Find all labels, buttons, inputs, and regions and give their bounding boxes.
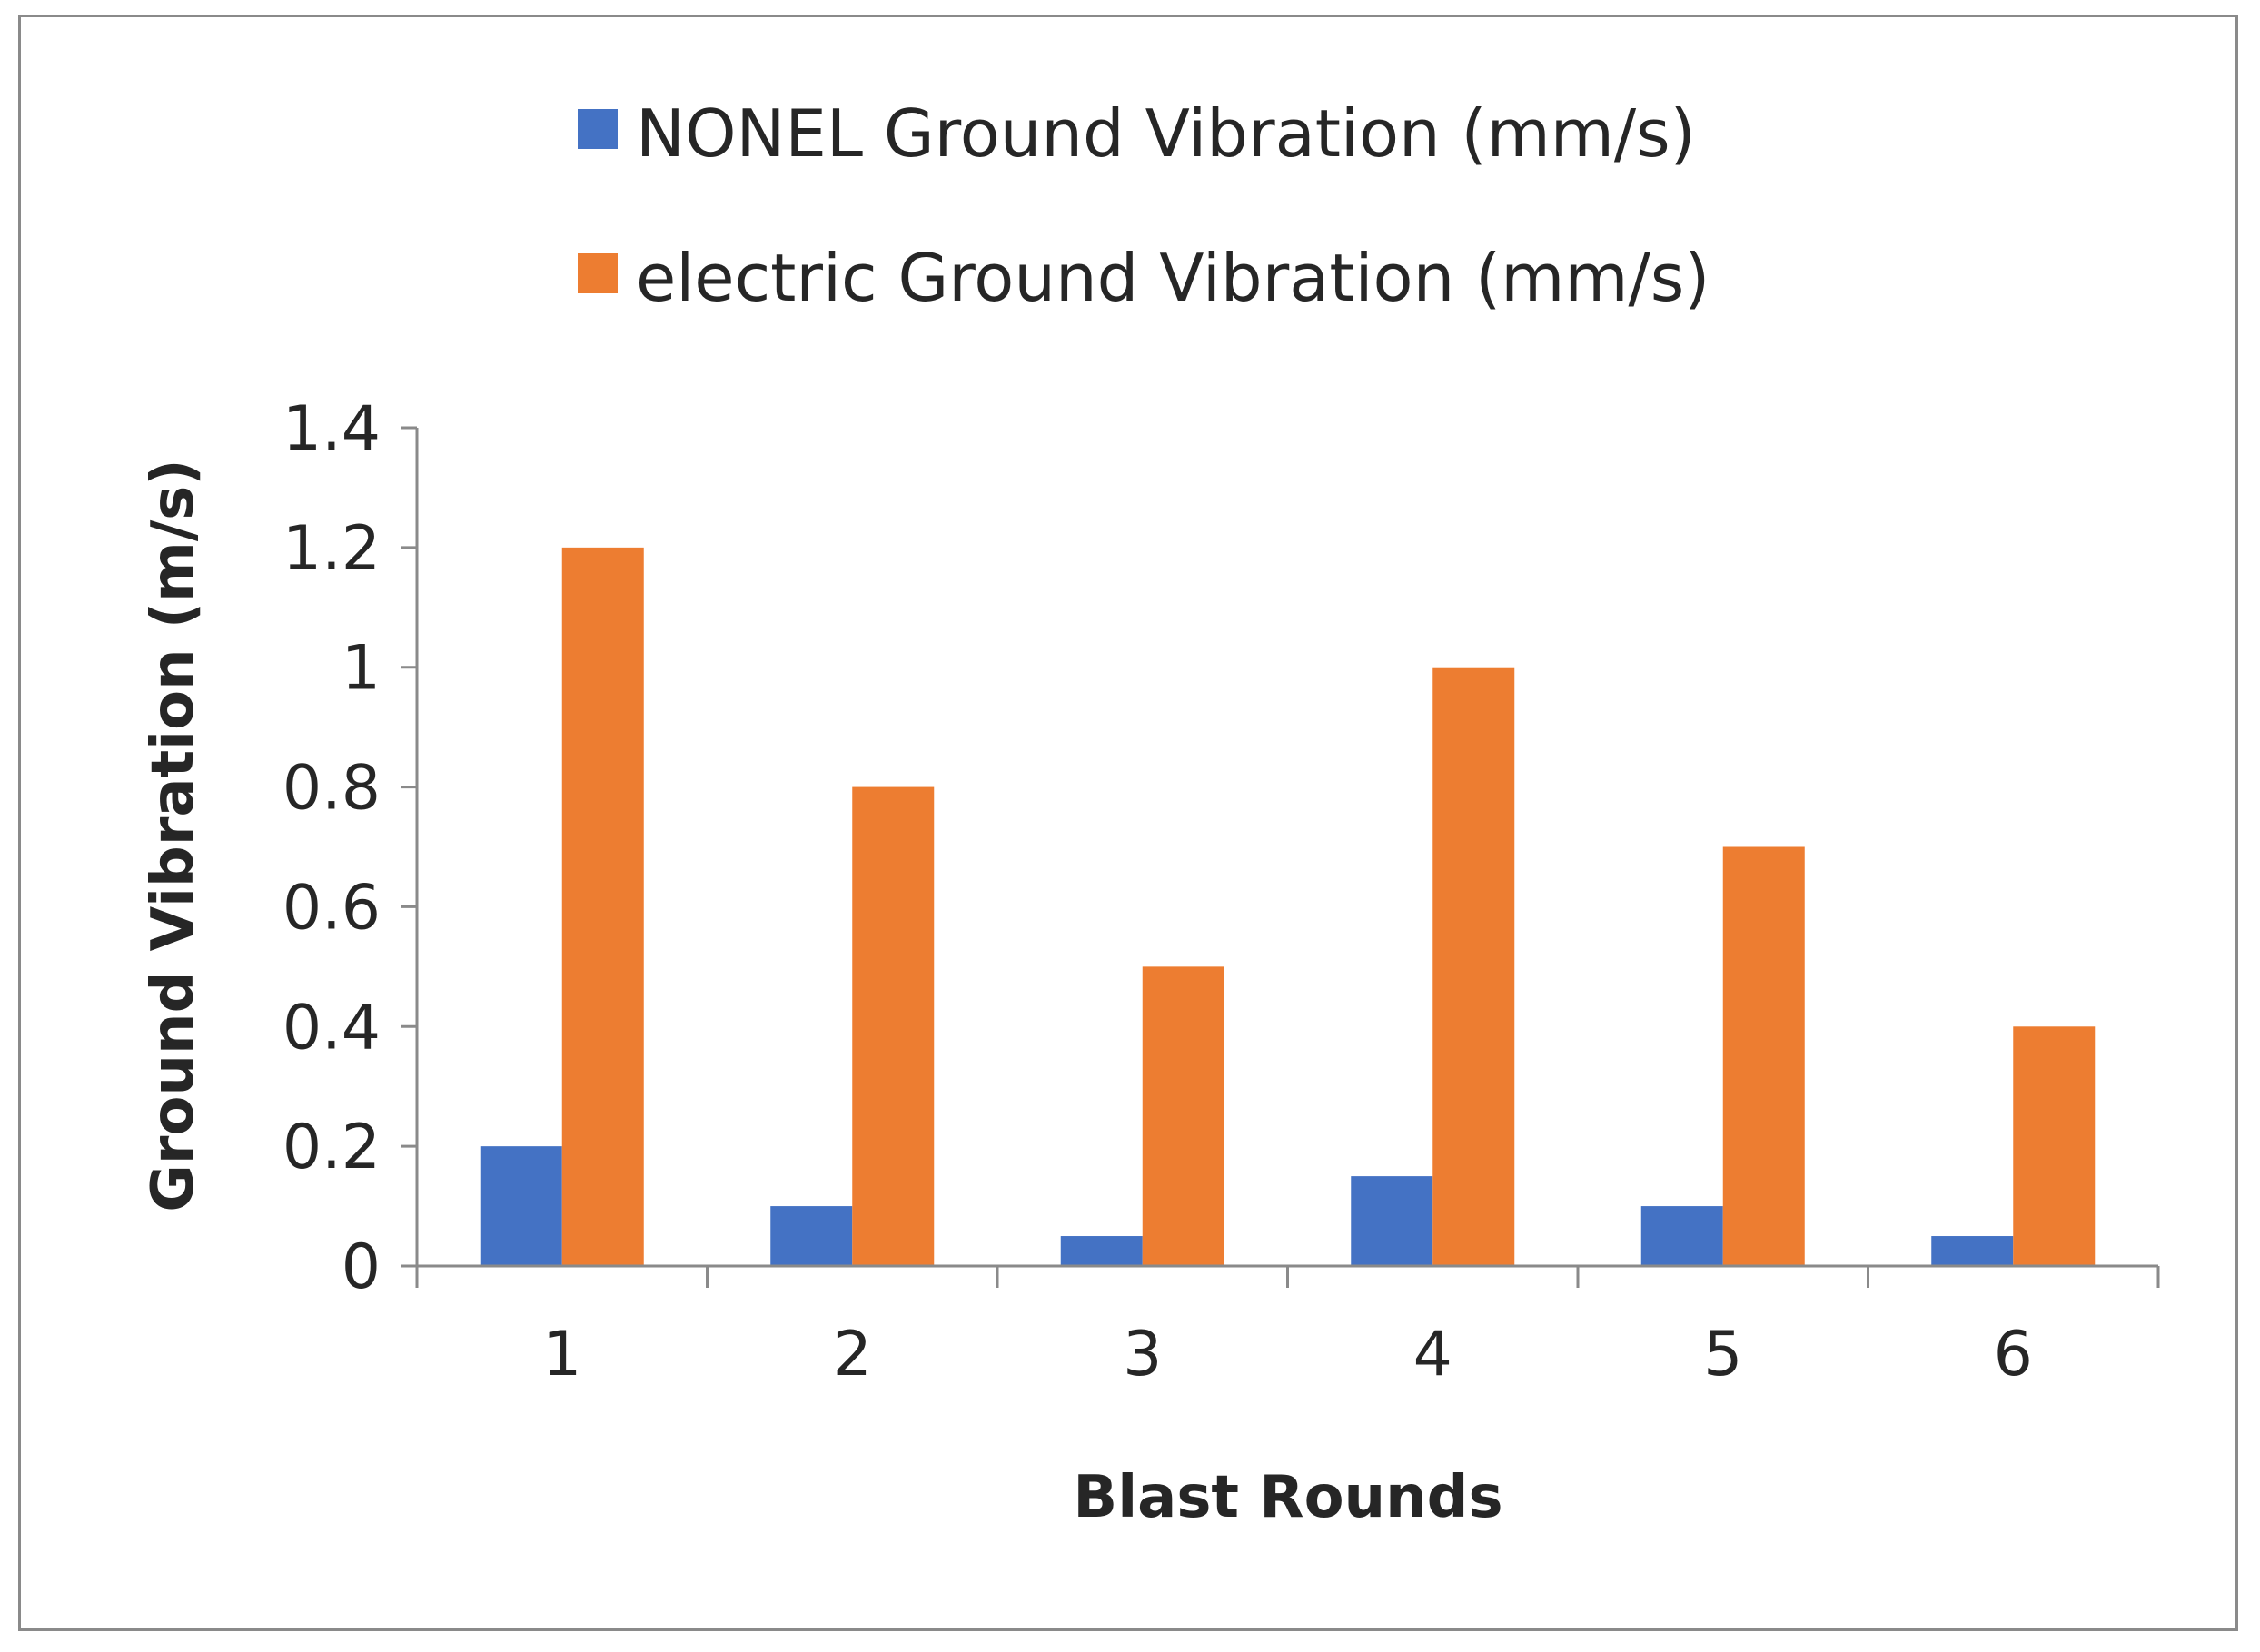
y-tick-label: 0.2 [282,1112,381,1183]
bar-series-1-round-2 [852,786,935,1266]
x-tick-label: 6 [1994,1319,2033,1390]
y-tick-label: 0.6 [282,872,381,944]
bar-series-1-round-3 [1142,966,1224,1266]
bar-series-0-round-6 [1931,1236,2014,1266]
legend-label-electric: electric Ground Vibration (mm/s) [636,240,1710,316]
x-tick-label: 1 [542,1319,581,1390]
x-tick-label: 4 [1413,1319,1452,1390]
bar-series-0-round-4 [1351,1176,1433,1266]
y-axis: 0 0.2 0.4 0.6 0.8 1 1.2 1.4 [282,393,417,1303]
x-tick-label: 2 [833,1319,872,1390]
y-tick-label: 0 [342,1232,381,1303]
bar-series-1-round-1 [561,547,644,1266]
axis-lines [415,428,2158,1268]
bar-series-0-round-2 [770,1206,853,1266]
legend-label-nonel: NONEL Ground Vibration (mm/s) [636,95,1696,172]
y-tick-label: 1.2 [282,513,381,585]
y-tick-label: 1 [342,633,381,705]
x-tick-label: 5 [1703,1319,1742,1390]
bar-series-1-round-5 [1722,846,1805,1266]
bar-series-1-round-6 [2013,1026,2096,1266]
bar-series-0-round-5 [1640,1206,1723,1266]
x-axis-title: Blast Rounds [1073,1464,1502,1531]
x-tick-label: 3 [1123,1319,1162,1390]
y-axis-title: Ground Vibration (m/s) [140,459,207,1212]
y-tick-label: 0.8 [282,753,381,825]
bars [480,547,2096,1266]
bar-series-1-round-4 [1432,667,1515,1266]
x-axis: 1 2 3 4 5 6 [415,1266,2160,1390]
y-tick-label: 0.4 [282,992,381,1063]
chart-frame [18,15,2238,1631]
legend-swatch-electric [578,253,618,293]
bar-series-0-round-3 [1060,1236,1143,1266]
bar-series-0-round-1 [480,1146,562,1266]
y-tick-label: 1.4 [282,393,381,465]
legend-swatch-nonel [578,109,618,149]
legend: NONEL Ground Vibration (mm/s) electric G… [578,95,1710,316]
